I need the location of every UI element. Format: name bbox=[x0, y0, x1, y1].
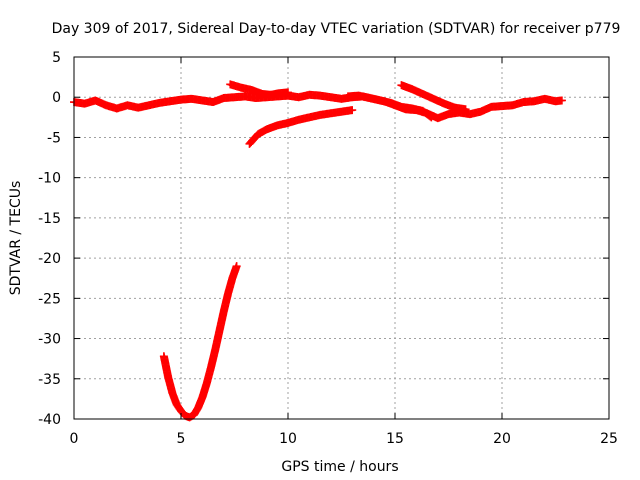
y-tick-label: -10 bbox=[38, 171, 61, 187]
data-point bbox=[557, 96, 566, 105]
series-rising-lower-segment bbox=[245, 106, 357, 148]
y-axis-title: SDTVAR / TECUs bbox=[8, 181, 24, 296]
y-tick-label: -5 bbox=[47, 130, 61, 146]
y-tick-label: -40 bbox=[38, 412, 61, 428]
x-tick-label: 10 bbox=[279, 431, 297, 447]
data-point bbox=[426, 112, 435, 121]
grid bbox=[74, 57, 609, 419]
data-point bbox=[427, 113, 436, 122]
y-tick-label: -20 bbox=[38, 251, 61, 267]
chart-title: Day 309 of 2017, Sidereal Day-to-day VTE… bbox=[52, 21, 621, 37]
data-point bbox=[284, 88, 292, 97]
x-tick-label: 15 bbox=[386, 431, 404, 447]
axis-ticks: 0 5 10 15 20 25 5 0 -5 -10 -15 -20 -25 -30 -35 -40 bbox=[38, 50, 618, 447]
x-tick-label: 5 bbox=[177, 431, 186, 447]
data-point bbox=[348, 106, 357, 115]
data-point bbox=[232, 262, 241, 271]
y-tick-label: 5 bbox=[52, 50, 61, 66]
series-descending-segment bbox=[343, 91, 436, 122]
y-tick-label: -15 bbox=[38, 211, 61, 227]
x-axis-title: GPS time / hours bbox=[281, 459, 398, 475]
series-upper-arc-segment bbox=[226, 80, 292, 99]
series-deep-dip bbox=[159, 262, 241, 422]
data-point bbox=[461, 105, 470, 114]
x-tick-label: 25 bbox=[600, 431, 618, 447]
y-tick-label: -25 bbox=[38, 291, 61, 307]
series-upper-right-arc bbox=[397, 81, 470, 114]
plot-frame bbox=[73, 56, 610, 420]
y-tick-label: 0 bbox=[52, 90, 61, 106]
data-points bbox=[70, 80, 566, 422]
y-tick-label: -30 bbox=[38, 332, 61, 348]
x-tick-label: 0 bbox=[70, 431, 79, 447]
x-tick-label: 20 bbox=[493, 431, 511, 447]
y-tick-label: -35 bbox=[38, 372, 61, 388]
